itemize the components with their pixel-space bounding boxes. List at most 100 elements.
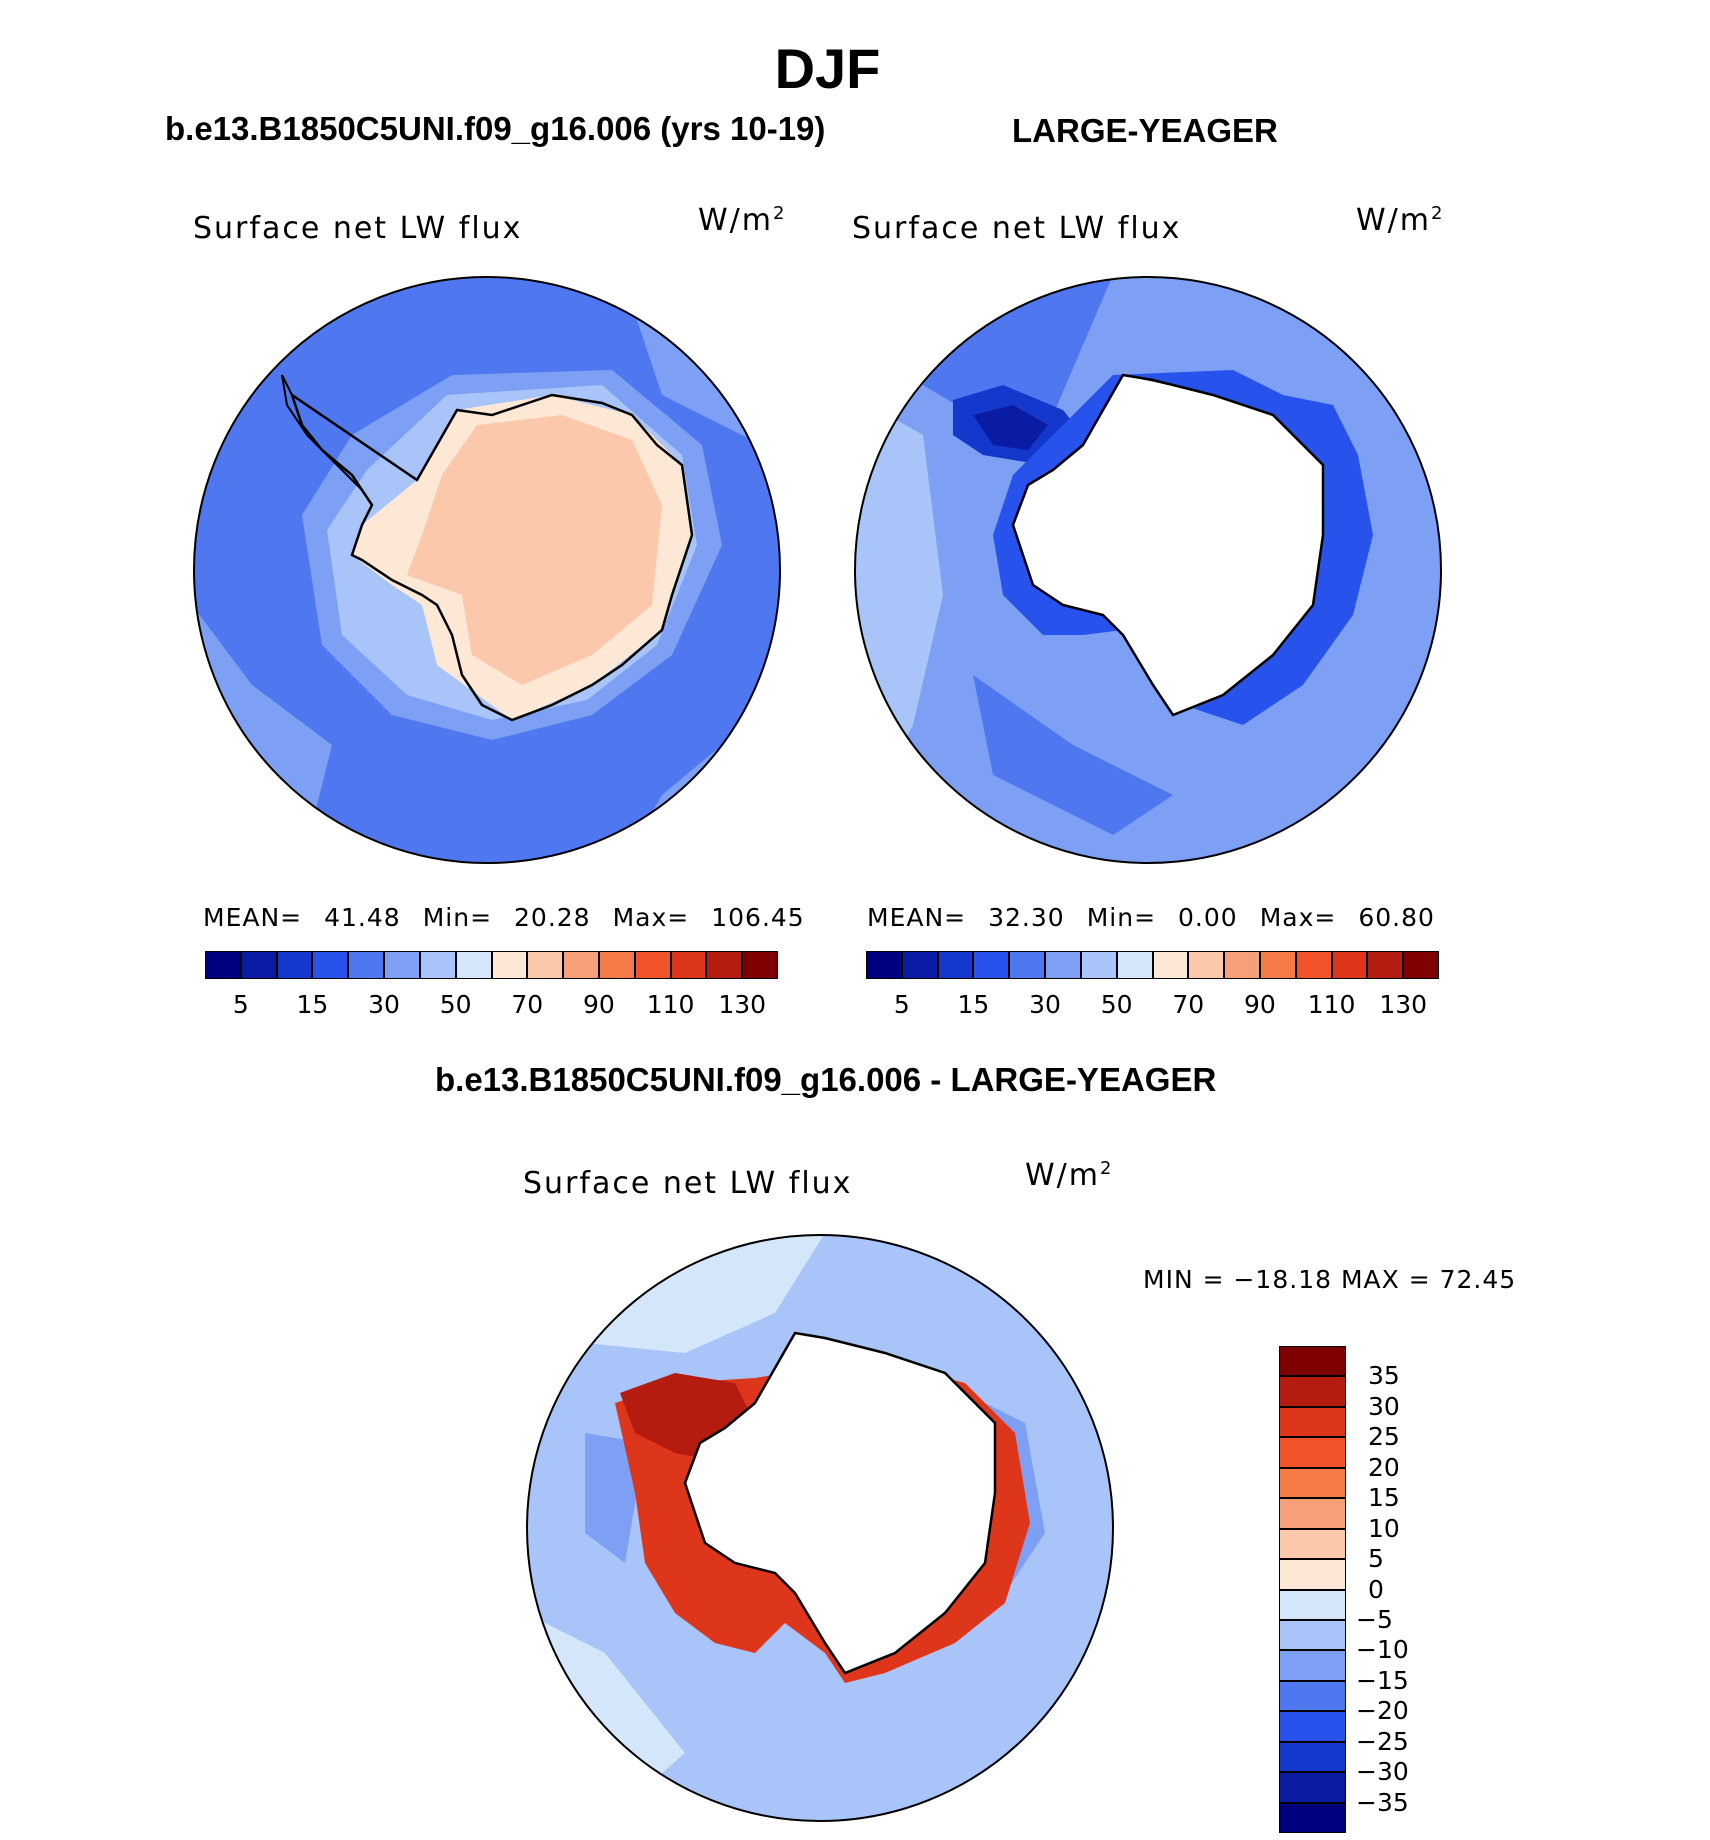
diff-colorbar-labels: 35 30 25 20 15 10 5 0 −5 −10 −15 −20 −25 −30 −35: [1356, 1346, 1436, 1833]
obs-max-label: Max=: [1259, 903, 1337, 932]
diff-panel-label: Surface net LW flux: [523, 1166, 853, 1201]
diff-colorbar-swatch: [1279, 1437, 1346, 1468]
diff-map-border: [526, 1234, 1114, 1822]
model-max-value: 106.45: [711, 903, 805, 932]
obs-colorbar-swatch: [1045, 951, 1081, 979]
obs-units: W/m2: [1356, 203, 1445, 238]
obs-colorbar-swatch: [1224, 951, 1260, 979]
diff-colorbar-swatch: [1279, 1376, 1346, 1407]
obs-min-label: Min=: [1086, 903, 1157, 932]
model-colorbar-swatch: [276, 951, 313, 979]
diff-colorbar-tick-label: −10: [1356, 1635, 1409, 1665]
model-colorbar-tick-label: 50: [439, 990, 472, 1019]
diff-colorbar-swatch: [1279, 1802, 1346, 1833]
diff-colorbar-swatch: [1279, 1619, 1346, 1651]
diff-colorbar-swatch: [1279, 1741, 1346, 1773]
obs-colorbar-swatch: [1080, 951, 1117, 979]
obs-colorbar-swatch: [1116, 951, 1153, 979]
obs-mean-value: 32.30: [988, 903, 1065, 932]
model-coastline: [289, 391, 694, 722]
obs-colorbar-swatch: [1331, 951, 1368, 979]
model-colorbar-swatch: [670, 951, 707, 979]
obs-mean-label: MEAN=: [867, 903, 967, 932]
diff-colorbar-tick-label: 25: [1368, 1422, 1400, 1452]
diff-colorbar-tick-label: −5: [1356, 1604, 1393, 1634]
model-colorbar-swatch: [205, 951, 241, 979]
diff-coastline: [683, 1331, 997, 1675]
obs-colorbar-swatch: [973, 951, 1010, 979]
model-colorbar-swatch: [563, 951, 599, 979]
diff-colorbar-swatch: [1279, 1772, 1346, 1803]
model-max-label: Max=: [612, 903, 690, 932]
obs-colorbar: [866, 951, 1439, 979]
model-polar-map: [193, 276, 781, 864]
obs-colorbar-tick-label: 90: [1244, 990, 1276, 1019]
model-colorbar: [205, 951, 778, 979]
diff-case-title: b.e13.B1850C5UNI.f09_g16.006 - LARGE-YEA…: [435, 1061, 1217, 1098]
model-case-title: b.e13.B1850C5UNI.f09_g16.006 (yrs 10-19): [165, 110, 826, 147]
obs-colorbar-tick-label: 70: [1172, 990, 1205, 1019]
model-colorbar-swatch: [455, 951, 492, 979]
obs-colorbar-swatch: [937, 951, 974, 979]
obs-colorbar-tick-label: 30: [1029, 990, 1061, 1019]
model-colorbar-tick-label: 5: [232, 990, 249, 1019]
diff-colorbar-tick-label: −25: [1356, 1726, 1409, 1756]
model-colorbar-tick-label: 90: [583, 990, 615, 1019]
model-colorbar-tick-label: 15: [296, 990, 329, 1019]
diff-colorbar-swatch: [1279, 1650, 1346, 1681]
diff-colorbar-swatch: [1279, 1498, 1346, 1529]
obs-min-value: 0.00: [1178, 903, 1238, 932]
obs-max-value: 60.80: [1358, 903, 1435, 932]
model-colorbar-tick-label: 70: [511, 990, 544, 1019]
figure-title: DJF: [774, 37, 881, 100]
model-panel-label: Surface net LW flux: [193, 211, 523, 246]
obs-case-title: LARGE-YEAGER: [1012, 112, 1278, 149]
model-colorbar-swatch: [527, 951, 564, 979]
diff-colorbar-tick-label: 10: [1368, 1513, 1400, 1543]
diff-colorbar-tick-label: −35: [1356, 1787, 1409, 1817]
model-colorbar-swatch: [598, 951, 635, 979]
diff-colorbar-swatch: [1279, 1711, 1346, 1742]
model-mean-value: 41.48: [324, 903, 401, 932]
diff-land-mask: [685, 1333, 995, 1673]
diff-colorbar-swatch: [1279, 1680, 1346, 1712]
obs-colorbar-swatch: [1009, 951, 1046, 979]
diff-colorbar-swatch: [1279, 1467, 1346, 1499]
obs-colorbar-labels: 5 15 30 50 70 90 110 130: [866, 990, 1439, 1020]
obs-colorbar-swatch: [1295, 951, 1332, 979]
obs-stats: MEAN= 32.30 Min= 0.00 Max= 60.80: [867, 903, 1457, 932]
diff-colorbar-swatch: [1279, 1589, 1346, 1620]
obs-colorbar-swatch: [866, 951, 902, 979]
diff-colorbar-tick-label: 5: [1368, 1544, 1384, 1574]
diff-colorbar-tick-label: 30: [1368, 1391, 1400, 1421]
model-units: W/m2: [698, 203, 787, 238]
model-mean-label: MEAN=: [203, 903, 303, 932]
obs-colorbar-swatch: [1188, 951, 1225, 979]
model-min-label: Min=: [422, 903, 493, 932]
diff-min-max: MIN = −18.18 MAX = 72.45: [1143, 1265, 1517, 1294]
obs-colorbar-tick-label: 110: [1307, 990, 1356, 1019]
model-colorbar-swatch: [419, 951, 456, 979]
diff-polar-map: [526, 1234, 1114, 1822]
diff-colorbar-tick-label: −15: [1356, 1665, 1409, 1695]
obs-mid-region: [973, 675, 1173, 835]
obs-colorbar-swatch: [901, 951, 938, 979]
model-colorbar-labels: 5 15 30 50 70 90 110 130: [205, 990, 778, 1020]
diff-colorbar-tick-label: 20: [1368, 1452, 1400, 1482]
model-colorbar-swatch: [312, 951, 349, 979]
obs-colorbar-swatch: [1403, 951, 1439, 979]
model-colorbar-swatch: [384, 951, 420, 979]
diff-colorbar-tick-label: 15: [1368, 1483, 1400, 1513]
obs-colorbar-tick-label: 15: [957, 990, 990, 1019]
model-colorbar-tick-label: 30: [368, 990, 400, 1019]
diff-colorbar: [1279, 1346, 1346, 1833]
obs-panel-label: Surface net LW flux: [852, 211, 1182, 246]
model-colorbar-swatch: [634, 951, 671, 979]
model-colorbar-swatch: [240, 951, 277, 979]
model-colorbar-swatch: [742, 951, 778, 979]
model-colorbar-swatch: [706, 951, 743, 979]
model-peninsula-coast: [281, 374, 363, 491]
obs-polar-map: [854, 276, 1442, 864]
diff-colorbar-swatch: [1279, 1528, 1346, 1560]
obs-map-border: [854, 276, 1442, 864]
